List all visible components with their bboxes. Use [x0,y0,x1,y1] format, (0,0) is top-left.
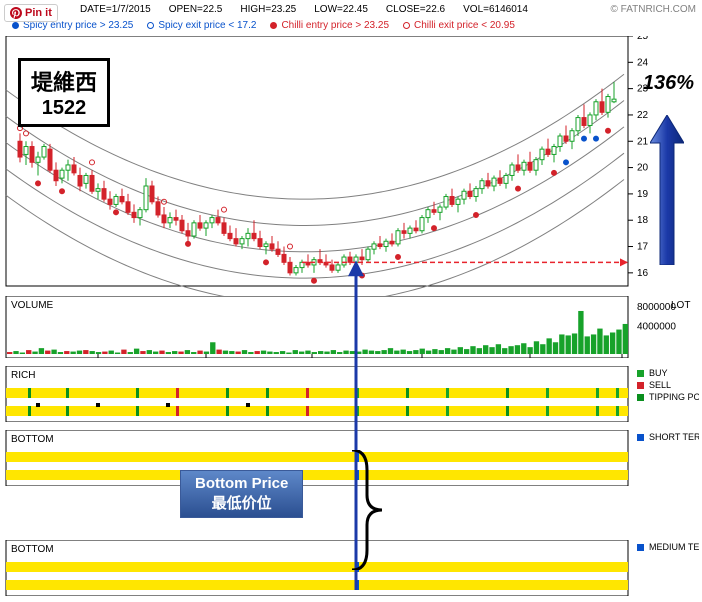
bottom-price-line1: Bottom Price [195,475,288,492]
bottom-price-callout: Bottom Price 最低价位 [180,470,303,518]
pinit-label: Pin it [25,7,52,19]
pinit-button[interactable]: Pin it [4,4,58,22]
brace-icon [342,450,382,570]
pin-icon [10,7,22,19]
stock-title-box: 堤維西 1522 [18,58,110,127]
stock-code: 1522 [31,97,97,120]
stock-name: 堤維西 [31,65,97,97]
bottom-price-line2: 最低价位 [195,492,288,513]
